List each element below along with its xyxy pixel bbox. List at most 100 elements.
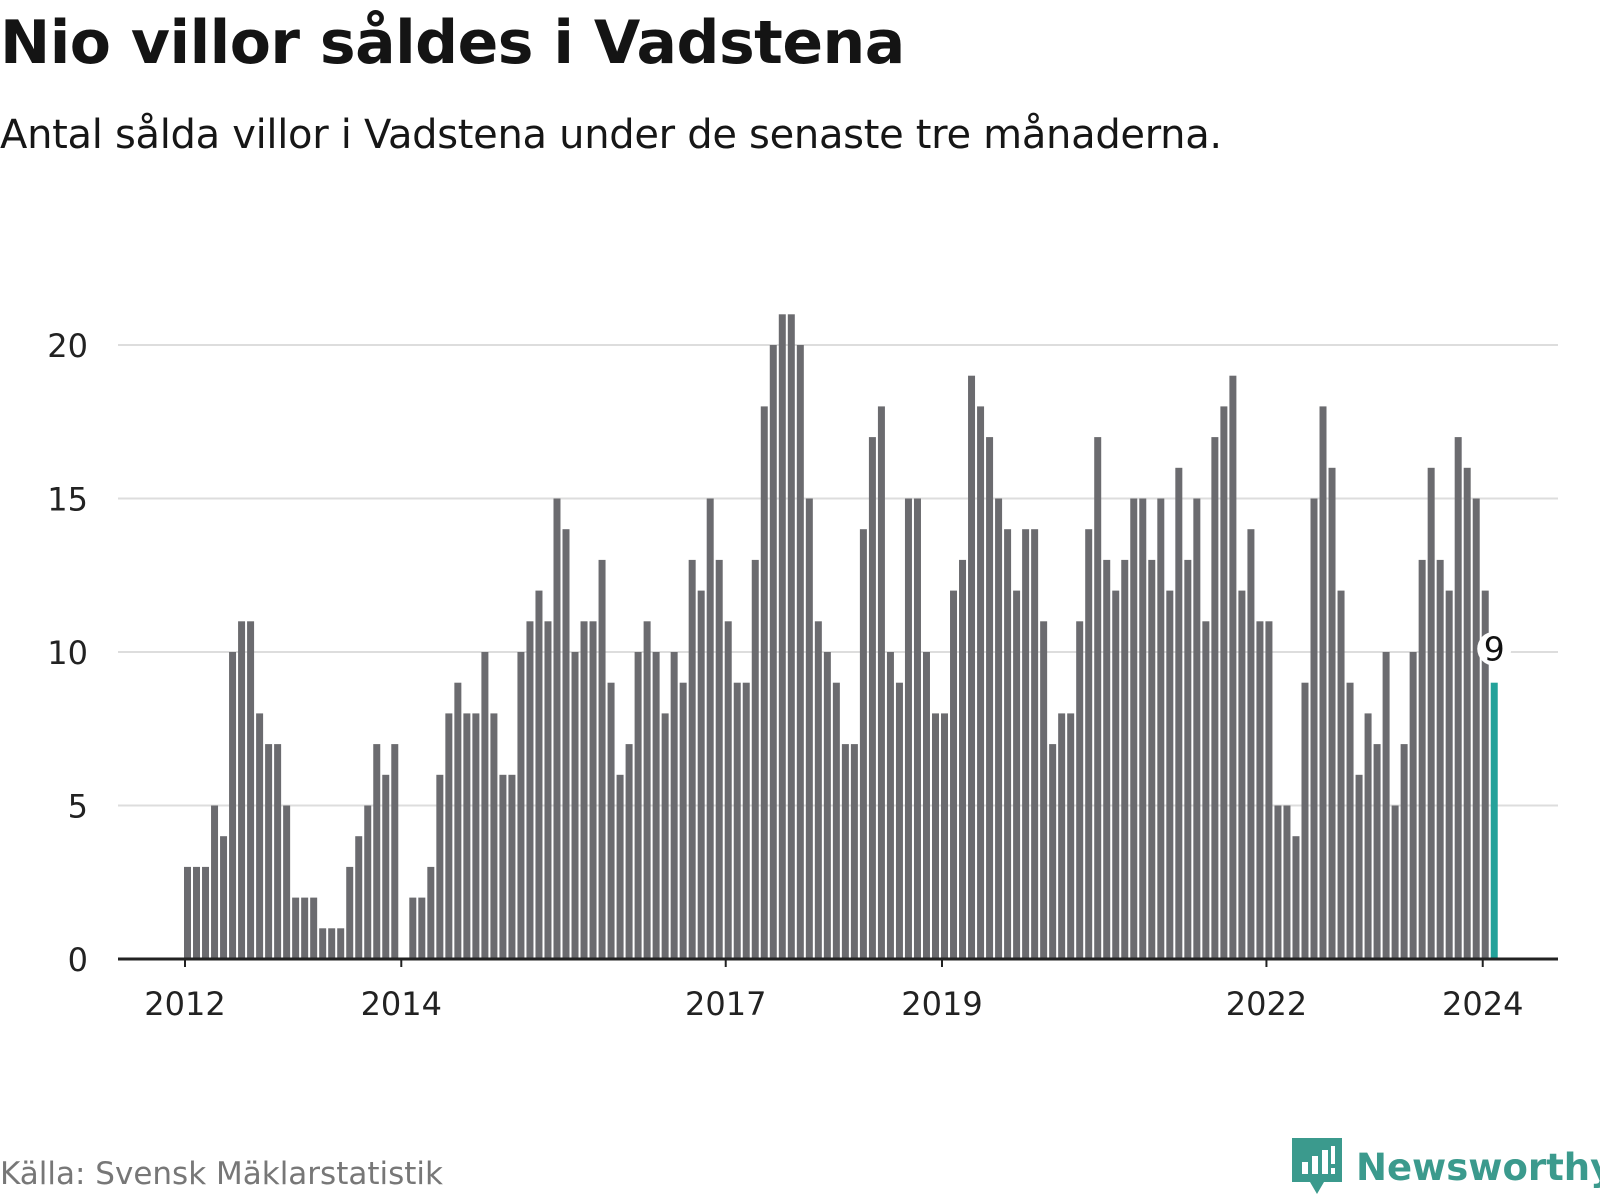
axes [118, 957, 1558, 967]
bar-8 [256, 713, 264, 959]
bar-14 [310, 897, 318, 959]
bar-86 [959, 559, 967, 959]
bar-77 [877, 406, 885, 959]
bar-5 [229, 652, 237, 959]
bar-128 [1337, 590, 1345, 959]
bar-94 [1031, 529, 1039, 959]
x-tick-label-2024: 2024 [1442, 985, 1523, 1023]
bar-17 [337, 928, 345, 959]
bar-136 [1409, 652, 1417, 959]
bar-100 [1085, 529, 1093, 959]
bar-129 [1346, 682, 1354, 959]
bar-20 [364, 805, 372, 959]
bar-70 [814, 621, 822, 959]
bar-78 [886, 652, 894, 959]
bar-32 [472, 713, 480, 959]
bar-51 [643, 621, 651, 959]
bar-82 [922, 652, 930, 959]
bar-109 [1166, 590, 1174, 959]
bar-118 [1247, 529, 1255, 959]
bar-49 [625, 744, 633, 959]
bar-68 [796, 345, 804, 959]
bar-15 [319, 928, 327, 959]
bar-127 [1328, 467, 1336, 959]
bar-53 [661, 713, 669, 959]
bar-74 [850, 744, 858, 959]
highlight-label-bg [1477, 631, 1512, 666]
bar-84 [941, 713, 949, 959]
bar-123 [1292, 836, 1300, 959]
bar-98 [1067, 713, 1075, 959]
highlight-label: 9 [1484, 630, 1505, 669]
bar-chart: 0 5 10 15 20 2012 2014 2017 2019 2022 2024 9 [47, 314, 1558, 1023]
bar-50 [634, 652, 642, 959]
bar-54 [670, 652, 678, 959]
bar-102 [1103, 559, 1111, 959]
bar-44 [580, 621, 588, 959]
bar-56 [688, 559, 696, 959]
bars [184, 314, 1498, 960]
bar-107 [1148, 559, 1156, 959]
bar-46 [598, 559, 606, 959]
source-note: Källa: Svensk Mäklarstatistik [0, 1156, 443, 1192]
bar-13 [301, 897, 309, 959]
y-tick-label-10: 10 [47, 634, 88, 672]
bar-55 [679, 682, 687, 959]
bar-18 [346, 866, 354, 959]
bar-101 [1094, 437, 1102, 960]
bar-137 [1418, 559, 1426, 959]
bar-36 [508, 774, 516, 959]
bar-52 [652, 652, 660, 959]
bar-41 [553, 498, 561, 959]
y-tick-label-20: 20 [47, 327, 88, 365]
bar-120 [1265, 621, 1273, 959]
bar-73 [841, 744, 849, 959]
bar-139 [1436, 559, 1444, 959]
bar-106 [1139, 498, 1147, 959]
bar-38 [526, 621, 534, 959]
bar-119 [1256, 621, 1264, 959]
labels: 0 5 10 15 20 2012 2014 2017 2019 2022 2024 9 [47, 327, 1523, 1023]
bar-3 [211, 805, 219, 959]
y-tick-label-5: 5 [68, 788, 88, 826]
bar-90 [995, 498, 1003, 959]
brand-name: Newsworthy [1356, 1145, 1600, 1189]
bar-131 [1364, 713, 1372, 959]
bar-63 [751, 559, 759, 959]
bar-89 [986, 437, 994, 960]
bar-11 [283, 805, 291, 959]
bar-116 [1229, 375, 1237, 959]
bar-9 [265, 744, 273, 959]
bar-92 [1013, 590, 1021, 959]
bar-10 [274, 744, 282, 959]
bar-39 [535, 590, 543, 959]
bar-1 [193, 866, 201, 959]
bar-96 [1049, 744, 1057, 959]
bar-28 [436, 774, 444, 959]
bar-76 [868, 437, 876, 960]
newsworthy-logo-icon [1292, 1138, 1342, 1194]
bar-133 [1382, 652, 1390, 959]
bar-27 [427, 866, 435, 959]
bar-105 [1130, 498, 1138, 959]
bar-64 [760, 406, 768, 959]
bar-12 [292, 897, 300, 959]
bar-69 [805, 498, 813, 959]
x-tick-label-2012: 2012 [144, 985, 225, 1023]
bar-85 [950, 590, 958, 959]
bar-21 [373, 744, 381, 959]
bar-108 [1157, 498, 1165, 959]
chart-subtitle: Antal sålda villor i Vadstena under de s… [0, 112, 1222, 158]
bar-58 [706, 498, 714, 959]
bar-138 [1427, 467, 1435, 959]
bar-47 [607, 682, 615, 959]
bar-75 [859, 529, 867, 959]
bar-45 [589, 621, 597, 959]
bar-37 [517, 652, 525, 959]
y-tick-label-15: 15 [47, 481, 88, 519]
bar-111 [1184, 559, 1192, 959]
chart-title: Nio villor såldes i Vadstena [0, 8, 905, 78]
bar-62 [742, 682, 750, 959]
bar-30 [454, 682, 462, 959]
bar-103 [1112, 590, 1120, 959]
